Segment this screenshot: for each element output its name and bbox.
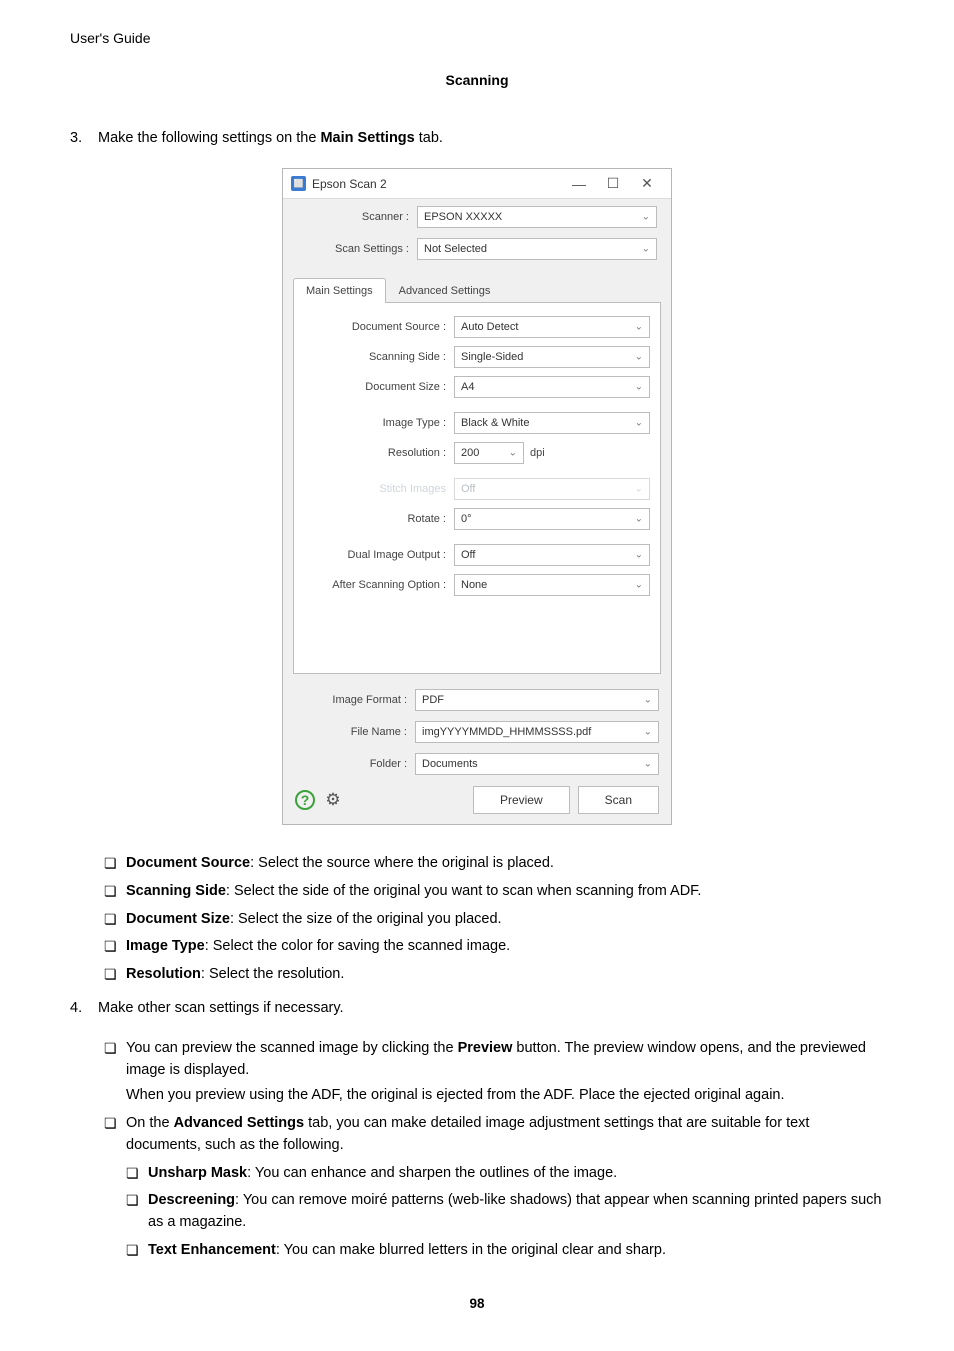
scan-button[interactable]: Scan — [578, 786, 659, 814]
step-4-bullets: You can preview the scanned image by cli… — [70, 1038, 884, 1157]
chevron-down-icon: ⌄ — [635, 550, 643, 561]
after-scanning-option-select[interactable]: None⌄ — [454, 574, 650, 596]
bullet-resolution: Resolution: Select the resolution. — [104, 964, 884, 986]
folder-select[interactable]: Documents⌄ — [415, 753, 659, 775]
app-window: Epson Scan 2 — ☐ ✕ Scanner : EPSON XXXXX… — [282, 168, 672, 825]
stitch-images-label: Stitch Images — [304, 483, 454, 495]
resolution-select[interactable]: 200⌄ — [454, 442, 524, 464]
bullet-advanced-settings: On the Advanced Settings tab, you can ma… — [104, 1113, 884, 1157]
scanner-label: Scanner : — [297, 211, 417, 223]
bullet-preview: You can preview the scanned image by cli… — [104, 1038, 884, 1107]
step-3-text: Make the following settings on the Main … — [98, 130, 443, 146]
screenshot-container: Epson Scan 2 — ☐ ✕ Scanner : EPSON XXXXX… — [70, 168, 884, 825]
advanced-sub-bullets: Unsharp Mask: You can enhance and sharpe… — [70, 1163, 884, 1262]
bullet-text-enhancement: Text Enhancement: You can make blurred l… — [126, 1240, 884, 1262]
scanning-side-label: Scanning Side : — [304, 351, 454, 363]
document-size-select[interactable]: A4⌄ — [454, 376, 650, 398]
minimize-button[interactable]: — — [565, 176, 593, 192]
dual-image-output-label: Dual Image Output : — [304, 549, 454, 561]
scanning-side-select[interactable]: Single-Sided⌄ — [454, 346, 650, 368]
resolution-label: Resolution : — [304, 447, 454, 459]
preview-button[interactable]: Preview — [473, 786, 570, 814]
step-3: 3. Make the following settings on the Ma… — [70, 130, 884, 146]
step-4-text: Make other scan settings if necessary. — [98, 1000, 344, 1016]
output-block: Image Format : PDF⌄ File Name : imgYYYYM… — [283, 686, 671, 824]
document-source-select[interactable]: Auto Detect⌄ — [454, 316, 650, 338]
document-source-label: Document Source : — [304, 321, 454, 333]
image-type-select[interactable]: Black & White⌄ — [454, 412, 650, 434]
document-size-label: Document Size : — [304, 381, 454, 393]
bullet-scanning-side: Scanning Side: Select the side of the or… — [104, 881, 884, 903]
chevron-down-icon: ⌄ — [644, 695, 652, 706]
chevron-down-icon: ⌄ — [642, 244, 650, 255]
rotate-select[interactable]: 0°⌄ — [454, 508, 650, 530]
section-title: Scanning — [70, 72, 884, 88]
main-settings-panel: Document Source : Auto Detect⌄ Scanning … — [293, 302, 661, 674]
scan-settings-row: Scan Settings : Not Selected⌄ — [283, 235, 671, 263]
gear-icon[interactable]: ⚙ — [323, 790, 343, 810]
bullet-image-type: Image Type: Select the color for saving … — [104, 936, 884, 958]
chevron-down-icon: ⌄ — [642, 212, 650, 223]
chevron-down-icon: ⌄ — [644, 727, 652, 738]
titlebar: Epson Scan 2 — ☐ ✕ — [283, 169, 671, 199]
scan-settings-select[interactable]: Not Selected⌄ — [417, 238, 657, 260]
maximize-button[interactable]: ☐ — [599, 175, 627, 192]
chevron-down-icon: ⌄ — [635, 382, 643, 393]
button-row: ? ⚙ Preview Scan — [295, 786, 659, 814]
folder-label: Folder : — [295, 758, 415, 770]
image-format-label: Image Format : — [295, 694, 415, 706]
scanner-row: Scanner : EPSON XXXXX⌄ — [283, 203, 671, 231]
chevron-down-icon: ⌄ — [635, 352, 643, 363]
bullet-descreening: Descreening: You can remove moiré patter… — [126, 1190, 884, 1234]
step-3-number: 3. — [70, 130, 98, 146]
image-type-label: Image Type : — [304, 417, 454, 429]
bullet-document-source: Document Source: Select the source where… — [104, 853, 884, 875]
step-4-number: 4. — [70, 1000, 98, 1016]
stitch-images-select: Off⌄ — [454, 478, 650, 500]
scanner-select[interactable]: EPSON XXXXX⌄ — [417, 206, 657, 228]
chevron-down-icon: ⌄ — [644, 759, 652, 770]
chevron-down-icon: ⌄ — [635, 514, 643, 525]
close-button[interactable]: ✕ — [633, 175, 661, 192]
bullet-document-size: Document Size: Select the size of the or… — [104, 909, 884, 931]
chevron-down-icon: ⌄ — [635, 322, 643, 333]
window-title: Epson Scan 2 — [312, 177, 559, 191]
tab-advanced-settings[interactable]: Advanced Settings — [386, 278, 504, 303]
bullet-unsharp-mask: Unsharp Mask: You can enhance and sharpe… — [126, 1163, 884, 1185]
file-name-label: File Name : — [295, 726, 415, 738]
image-format-select[interactable]: PDF⌄ — [415, 689, 659, 711]
bullet-preview-extra: When you preview using the ADF, the orig… — [126, 1085, 884, 1107]
chevron-down-icon: ⌄ — [635, 418, 643, 429]
tab-main-settings[interactable]: Main Settings — [293, 278, 386, 303]
chevron-down-icon: ⌄ — [635, 580, 643, 591]
after-scanning-option-label: After Scanning Option : — [304, 579, 454, 591]
step-4: 4. Make other scan settings if necessary… — [70, 1000, 884, 1016]
running-head: User's Guide — [70, 30, 884, 46]
help-icon[interactable]: ? — [295, 790, 315, 810]
chevron-down-icon: ⌄ — [635, 484, 643, 495]
step-3-bullets: Document Source: Select the source where… — [70, 853, 884, 986]
page-number: 98 — [70, 1296, 884, 1311]
dual-image-output-select[interactable]: Off⌄ — [454, 544, 650, 566]
scan-settings-label: Scan Settings : — [297, 243, 417, 255]
chevron-down-icon: ⌄ — [509, 448, 517, 459]
tabs: Main Settings Advanced Settings — [283, 277, 671, 302]
dpi-label: dpi — [530, 447, 545, 459]
app-icon — [291, 176, 306, 191]
rotate-label: Rotate : — [304, 513, 454, 525]
file-name-select[interactable]: imgYYYYMMDD_HHMMSSSS.pdf⌄ — [415, 721, 659, 743]
